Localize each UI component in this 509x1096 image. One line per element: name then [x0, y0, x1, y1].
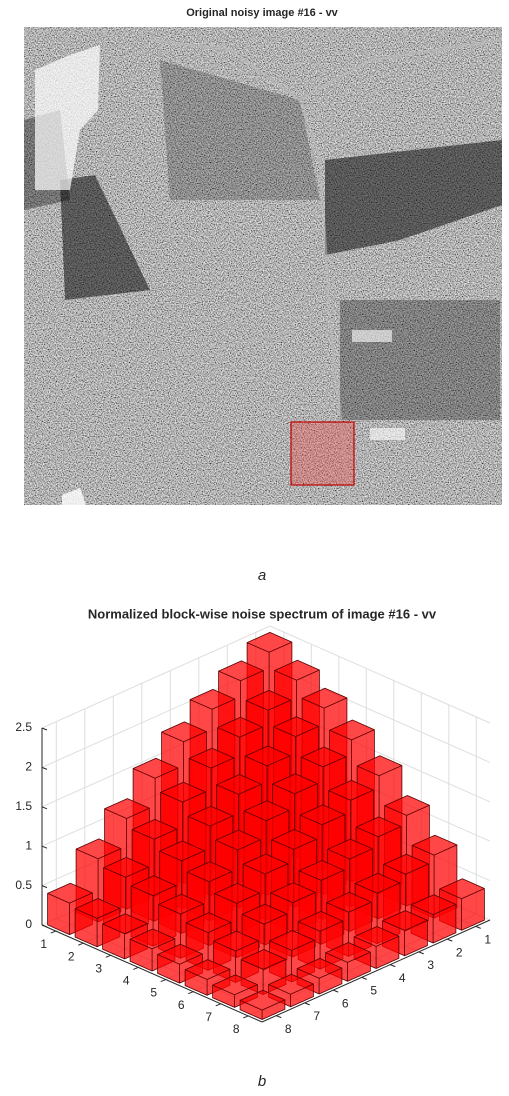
chart-title: Normalized block-wise noise spectrum of …: [88, 606, 437, 621]
selected-block: [291, 422, 354, 485]
z-tick: [42, 846, 47, 848]
z-tick: [42, 886, 47, 888]
y-tick: [362, 977, 367, 979]
y-tick: [447, 939, 452, 941]
y-tick-label: 7: [313, 1009, 320, 1023]
z-tick: [42, 807, 47, 809]
x-tick-label: 5: [150, 986, 157, 1000]
z-tick-label: 0.5: [15, 878, 32, 892]
bright-patch: [370, 428, 405, 440]
y-tick: [390, 965, 395, 967]
y-tick-label: 5: [370, 984, 377, 998]
bars: [48, 632, 485, 1019]
z-tick-label: 1: [25, 838, 32, 852]
x-tick: [106, 955, 111, 957]
y-tick-label: 4: [399, 971, 406, 985]
image-title: Original noisy image #16 - vv: [186, 7, 338, 19]
y-tick: [305, 1003, 310, 1005]
x-tick-label: 7: [205, 1010, 212, 1024]
x-tick-label: 3: [95, 961, 102, 975]
z-tick-label: 0: [25, 917, 32, 931]
x-tick-label: 8: [233, 1022, 240, 1036]
z-tick: [42, 767, 47, 769]
figure: Original noisy image #16 - vv a Normaliz…: [0, 0, 509, 1096]
y-tick-label: 8: [285, 1022, 292, 1036]
x-tick-label: 6: [178, 998, 185, 1012]
z-tick-label: 2: [25, 760, 32, 774]
x-tick-label: 2: [68, 949, 75, 963]
y-tick-label: 6: [342, 996, 349, 1010]
y-tick: [419, 952, 424, 954]
dark-field: [340, 300, 500, 420]
y-tick-label: 2: [456, 945, 463, 959]
z-tick-label: 2.5: [15, 720, 32, 734]
x-tick: [161, 980, 166, 982]
x-tick: [243, 1016, 248, 1018]
x-tick: [133, 967, 138, 969]
x-tick: [188, 992, 193, 994]
x-tick: [51, 931, 56, 933]
y-tick-label: 3: [427, 958, 434, 972]
page: {"image_panel": {"title": "Original nois…: [0, 0, 509, 1096]
y-tick: [476, 926, 481, 928]
caption: b: [258, 1073, 266, 1090]
x-tick-label: 1: [40, 937, 47, 951]
sar-image: [24, 27, 502, 505]
caption: a: [258, 567, 266, 584]
z-tick-label: 1.5: [15, 799, 32, 813]
y-tick: [276, 1016, 281, 1018]
y-tick: [333, 990, 338, 992]
z-tick: [42, 728, 47, 730]
x-tick: [216, 1004, 221, 1006]
x-tick-label: 4: [123, 974, 130, 988]
x-tick: [78, 943, 83, 945]
bright-patch: [352, 330, 392, 342]
y-tick-label: 1: [484, 933, 491, 947]
